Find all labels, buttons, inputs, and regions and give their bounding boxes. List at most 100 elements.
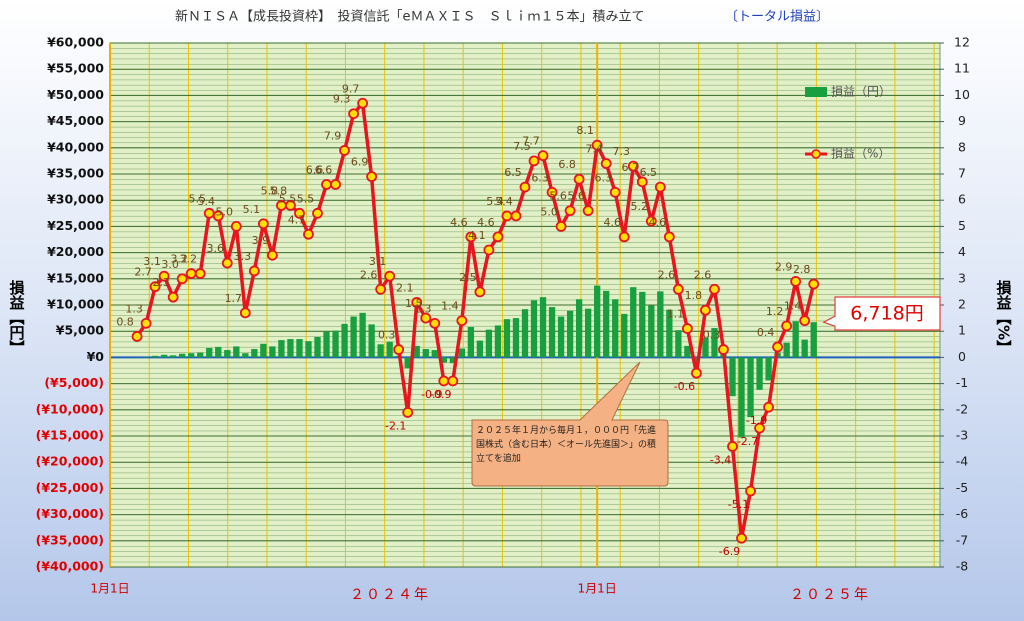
bar <box>575 299 583 358</box>
data-label: 6.7 <box>622 161 640 174</box>
marker <box>131 331 143 342</box>
bar <box>224 350 231 358</box>
y2-tick-label: -1 <box>956 375 968 390</box>
marker <box>185 268 197 279</box>
y2-tick-label: 11 <box>954 61 970 76</box>
data-label: 6.3 <box>531 171 549 184</box>
data-label: 3.3 <box>234 250 252 263</box>
marker <box>357 97 369 109</box>
y-tick-label: ¥45,000 <box>47 113 104 128</box>
data-label: 7.7 <box>522 135 540 148</box>
bar <box>747 357 754 418</box>
marker <box>645 215 657 227</box>
data-label: 7.9 <box>324 129 342 142</box>
data-label: 5.5 <box>279 192 297 205</box>
marker <box>212 210 224 222</box>
bar <box>251 349 258 358</box>
y-tick-label: ¥30,000 <box>47 192 104 207</box>
marker <box>763 401 774 413</box>
bar <box>738 357 745 438</box>
y-tick-label: ¥0 <box>87 349 105 364</box>
y-tick-label: (¥5,000) <box>44 375 104 390</box>
data-label: 1.1 <box>667 308 685 321</box>
legend-label: 損益（円） <box>831 84 891 99</box>
marker <box>609 186 621 198</box>
x-tick-label: 1月1日 <box>578 582 617 596</box>
data-label: 7.5 <box>513 140 531 153</box>
marker <box>745 485 756 497</box>
marker <box>248 265 260 277</box>
data-label: 2.3 <box>152 276 170 289</box>
y2-tick-label: 6 <box>958 192 966 207</box>
data-label: 5.5 <box>297 192 315 205</box>
legend-label: 損益（%） <box>831 146 890 161</box>
y2-tick-label: -5 <box>956 480 968 495</box>
marker <box>384 270 396 282</box>
bar <box>179 353 186 358</box>
y-tick-label: ¥10,000 <box>47 297 104 312</box>
bar <box>206 347 213 358</box>
annotation-box <box>471 361 669 487</box>
y2-tick-label: 9 <box>958 113 966 128</box>
marker <box>700 304 711 316</box>
bar <box>287 339 294 358</box>
y-tick-label: (¥20,000) <box>36 454 104 469</box>
marker <box>447 375 459 387</box>
callout-label: 6,718円 <box>850 303 923 325</box>
y2-tick-label: -2 <box>956 401 968 416</box>
x-tick-label: 1月1日 <box>90 582 129 596</box>
marker <box>294 207 305 219</box>
bar <box>693 357 700 364</box>
marker <box>492 231 504 243</box>
data-label: -1.9 <box>746 414 767 427</box>
data-label: 3.2 <box>170 253 188 266</box>
y2-tick-label: 10 <box>954 87 970 102</box>
bar <box>639 291 646 358</box>
bar <box>269 346 276 358</box>
bar <box>413 345 420 358</box>
bar <box>648 305 655 358</box>
data-label: 4.6 <box>603 216 621 229</box>
marker <box>537 150 549 162</box>
bar <box>476 340 484 358</box>
bar <box>566 310 574 358</box>
chart-title-suffix: 〔トータル損益〕 <box>725 10 829 25</box>
marker <box>654 181 666 193</box>
marker <box>672 283 684 295</box>
bar <box>630 287 637 358</box>
y2-tick-label: -3 <box>956 428 968 443</box>
data-label: 5.1 <box>243 203 261 216</box>
data-label: 5.4 <box>198 195 216 208</box>
marker <box>339 145 350 156</box>
y-tick-label: ¥50,000 <box>47 87 104 102</box>
bar <box>215 346 222 358</box>
bar <box>431 350 438 358</box>
y2-tick-label: 4 <box>958 244 966 259</box>
marker <box>573 173 585 185</box>
bar <box>260 343 267 358</box>
bar <box>359 312 366 358</box>
y2-tick-label: 8 <box>958 139 966 154</box>
bar <box>657 291 664 358</box>
marker <box>330 179 341 190</box>
marker <box>600 158 612 169</box>
data-label: 1.8 <box>685 289 703 302</box>
bar <box>242 353 249 358</box>
bar <box>368 324 375 358</box>
data-label: 4.6 <box>450 216 468 229</box>
y-tick-label: ¥5,000 <box>56 323 105 338</box>
bar <box>233 346 240 358</box>
marker <box>438 375 450 387</box>
data-label: 6.5 <box>640 166 658 179</box>
data-label: 2.8 <box>793 263 811 276</box>
bar <box>467 327 475 358</box>
x-group-label: ２０２４年 <box>350 587 430 603</box>
marker <box>375 283 387 295</box>
marker <box>321 179 332 190</box>
y-tick-label: ¥55,000 <box>47 61 104 76</box>
marker <box>636 176 648 188</box>
data-label: 2.1 <box>396 281 414 294</box>
data-label: -0.6 <box>674 380 695 393</box>
